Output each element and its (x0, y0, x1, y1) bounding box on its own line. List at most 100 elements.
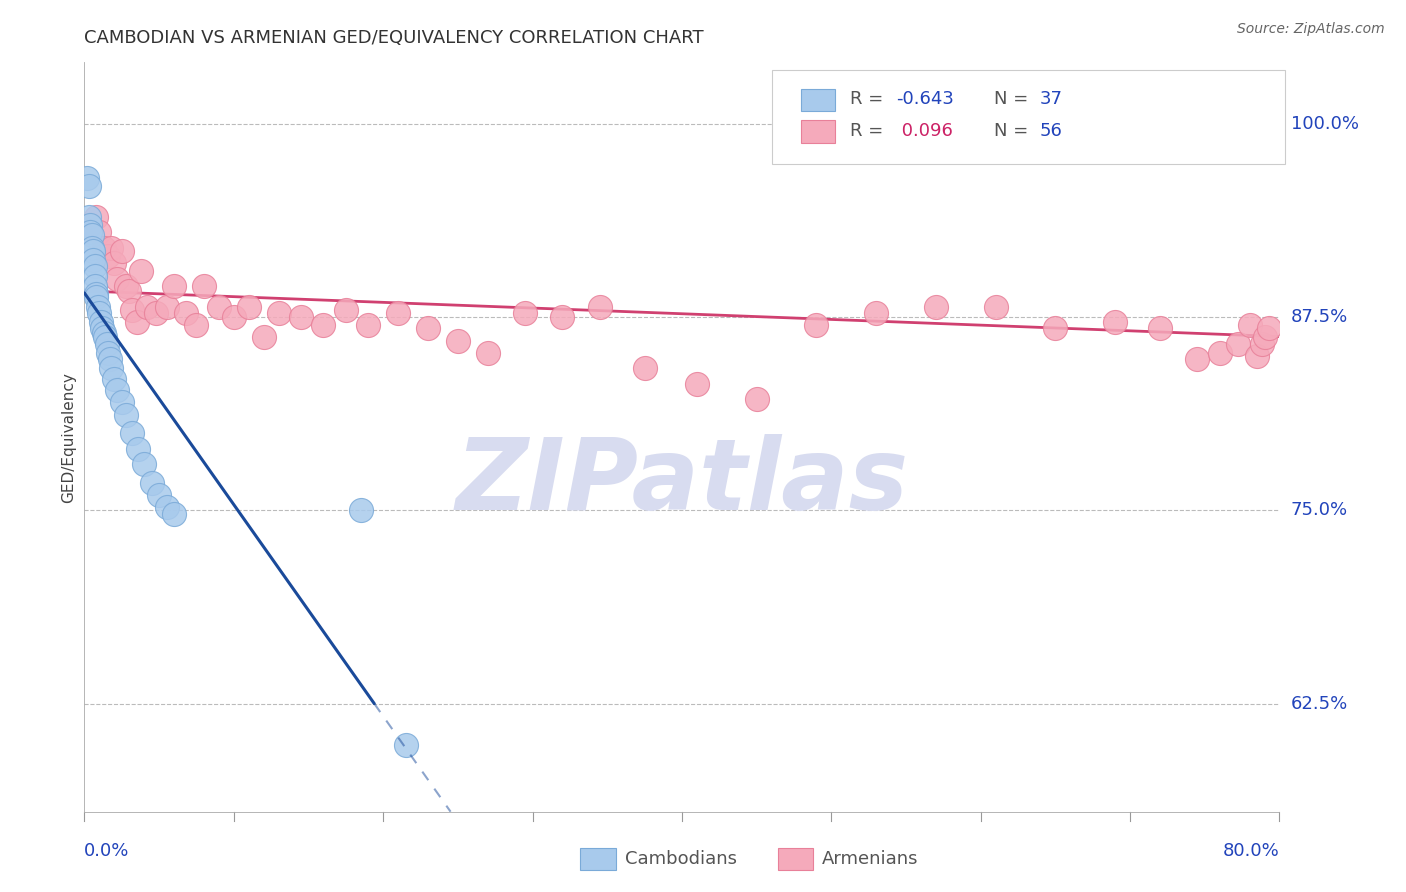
Text: CAMBODIAN VS ARMENIAN GED/EQUIVALENCY CORRELATION CHART: CAMBODIAN VS ARMENIAN GED/EQUIVALENCY CO… (84, 29, 704, 47)
Point (350, 503, 373, 517)
Point (86, 290, 108, 304)
Point (477, 346, 499, 360)
Point (686, 376, 709, 391)
Point (1187, 352, 1209, 367)
Point (148, 488, 170, 502)
Point (335, 302, 357, 317)
Point (97, 346, 120, 360)
Text: 80.0%: 80.0% (1223, 842, 1279, 860)
Point (94, 330, 117, 344)
Point (1239, 318, 1261, 332)
Point (82, 253, 104, 268)
Point (1258, 321, 1281, 335)
FancyBboxPatch shape (801, 88, 835, 112)
Point (186, 318, 208, 332)
FancyBboxPatch shape (581, 847, 616, 871)
Point (155, 500, 177, 515)
Point (115, 408, 138, 422)
Text: Cambodians: Cambodians (624, 850, 737, 868)
Text: 56: 56 (1039, 121, 1062, 140)
Point (83, 260, 105, 274)
Point (253, 330, 276, 344)
Text: ZIPatlas: ZIPatlas (456, 434, 908, 531)
Point (82, 244, 104, 258)
Point (136, 300, 159, 314)
Point (76, 171, 98, 186)
Point (77, 179, 100, 194)
Point (121, 426, 143, 441)
Point (83, 279, 105, 293)
Point (174, 306, 197, 320)
Point (125, 315, 148, 329)
Point (1250, 336, 1272, 351)
Text: R =: R = (851, 121, 890, 140)
Text: 75.0%: 75.0% (1291, 501, 1348, 519)
Y-axis label: GED/Equivalency: GED/Equivalency (60, 372, 76, 502)
FancyBboxPatch shape (801, 120, 835, 143)
Point (100, 241, 122, 255)
Point (145, 306, 167, 320)
Point (865, 306, 887, 320)
Point (589, 300, 612, 314)
Point (127, 442, 149, 456)
Point (96, 336, 118, 351)
Point (90, 315, 112, 329)
Point (267, 306, 290, 320)
Point (1045, 321, 1067, 335)
Point (98, 352, 121, 367)
Point (115, 279, 138, 293)
Point (86, 210, 108, 224)
Point (806, 318, 828, 332)
Point (111, 395, 134, 409)
Point (745, 392, 768, 407)
Point (118, 284, 141, 298)
Point (1104, 315, 1126, 329)
Point (290, 310, 312, 325)
Text: 87.5%: 87.5% (1291, 309, 1348, 326)
Point (1149, 321, 1171, 335)
Point (87, 300, 110, 314)
Point (1253, 330, 1275, 344)
Point (222, 310, 245, 325)
Point (132, 457, 156, 471)
Point (80, 241, 103, 255)
Point (394, 739, 416, 753)
Point (105, 383, 128, 397)
Text: Armenians: Armenians (821, 850, 918, 868)
Text: N =: N = (994, 121, 1033, 140)
Point (163, 507, 186, 521)
Point (121, 302, 143, 317)
Point (1263, 129, 1285, 144)
Text: N =: N = (994, 90, 1033, 108)
Point (93, 241, 115, 255)
Point (387, 306, 409, 320)
Point (633, 361, 655, 376)
Point (103, 372, 125, 386)
Point (83, 268, 105, 283)
Text: 0.096: 0.096 (896, 121, 953, 140)
Point (551, 310, 574, 325)
Point (208, 300, 231, 314)
Text: 0.0%: 0.0% (84, 842, 129, 860)
Text: 37: 37 (1039, 90, 1063, 108)
Point (238, 300, 260, 314)
Point (984, 300, 1007, 314)
Point (86, 287, 108, 301)
Point (93, 326, 115, 340)
Point (129, 264, 152, 278)
Point (89, 306, 111, 320)
Point (312, 318, 335, 332)
Point (357, 318, 380, 332)
Point (1209, 346, 1232, 360)
Point (79, 226, 101, 240)
Point (155, 300, 177, 314)
Point (79, 218, 101, 232)
Point (103, 256, 125, 270)
Point (447, 334, 470, 348)
Point (416, 321, 439, 335)
Point (111, 244, 134, 258)
Point (163, 279, 186, 293)
Point (79, 218, 101, 232)
FancyBboxPatch shape (772, 70, 1285, 163)
Point (513, 306, 536, 320)
